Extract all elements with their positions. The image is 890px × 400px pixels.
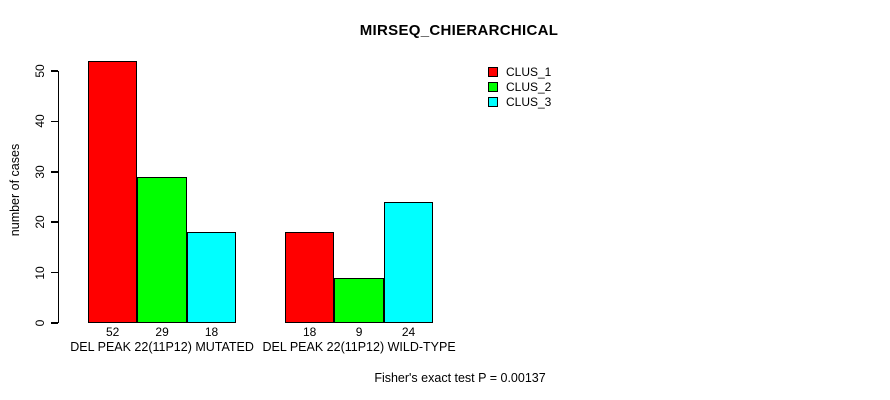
legend-label: CLUS_3 bbox=[506, 94, 552, 109]
y-axis-tick-label: 50 bbox=[33, 64, 47, 78]
bar-value-label: 9 bbox=[355, 325, 363, 339]
bar-value-label: 18 bbox=[303, 325, 317, 339]
y-axis-tick bbox=[50, 120, 58, 123]
legend-swatch bbox=[488, 66, 498, 77]
y-axis-tick-label: 30 bbox=[33, 165, 47, 179]
y-axis-tick-label: 40 bbox=[33, 114, 47, 129]
bar-value-label: 18 bbox=[204, 325, 219, 339]
y-axis-tick bbox=[50, 221, 58, 223]
bar-clus_1 bbox=[88, 60, 138, 323]
bar-clus_3 bbox=[383, 202, 434, 323]
y-axis-tick-label: 10 bbox=[33, 265, 47, 280]
y-axis-tick bbox=[50, 271, 58, 274]
bar-clus_2 bbox=[334, 277, 384, 323]
category-label: DEL PEAK 22(11P12) MUTATED bbox=[70, 339, 254, 354]
chart-title: MIRSEQ_CHIERARCHICAL bbox=[359, 22, 559, 39]
legend-label: CLUS_1 bbox=[506, 64, 552, 79]
bar-clus_2 bbox=[137, 176, 187, 323]
bar-clus_1 bbox=[285, 232, 335, 323]
y-axis-tick bbox=[50, 322, 58, 324]
y-axis-tick bbox=[50, 171, 58, 173]
y-axis-line bbox=[57, 71, 59, 323]
y-axis-tick-label: 0 bbox=[33, 319, 47, 327]
category-label: DEL PEAK 22(11P12) WILD-TYPE bbox=[262, 339, 456, 354]
y-axis-tick-label: 20 bbox=[33, 215, 47, 229]
footer-note: Fisher's exact test P = 0.00137 bbox=[374, 371, 546, 385]
legend-label: CLUS_2 bbox=[506, 79, 552, 94]
legend-swatch bbox=[488, 96, 498, 107]
y-axis-tick bbox=[50, 70, 58, 72]
bar-value-label: 29 bbox=[155, 325, 169, 339]
bar-clus_3 bbox=[186, 232, 237, 323]
bar-value-label: 52 bbox=[106, 325, 120, 339]
legend-swatch bbox=[488, 81, 498, 92]
bar-value-label: 24 bbox=[401, 325, 416, 339]
